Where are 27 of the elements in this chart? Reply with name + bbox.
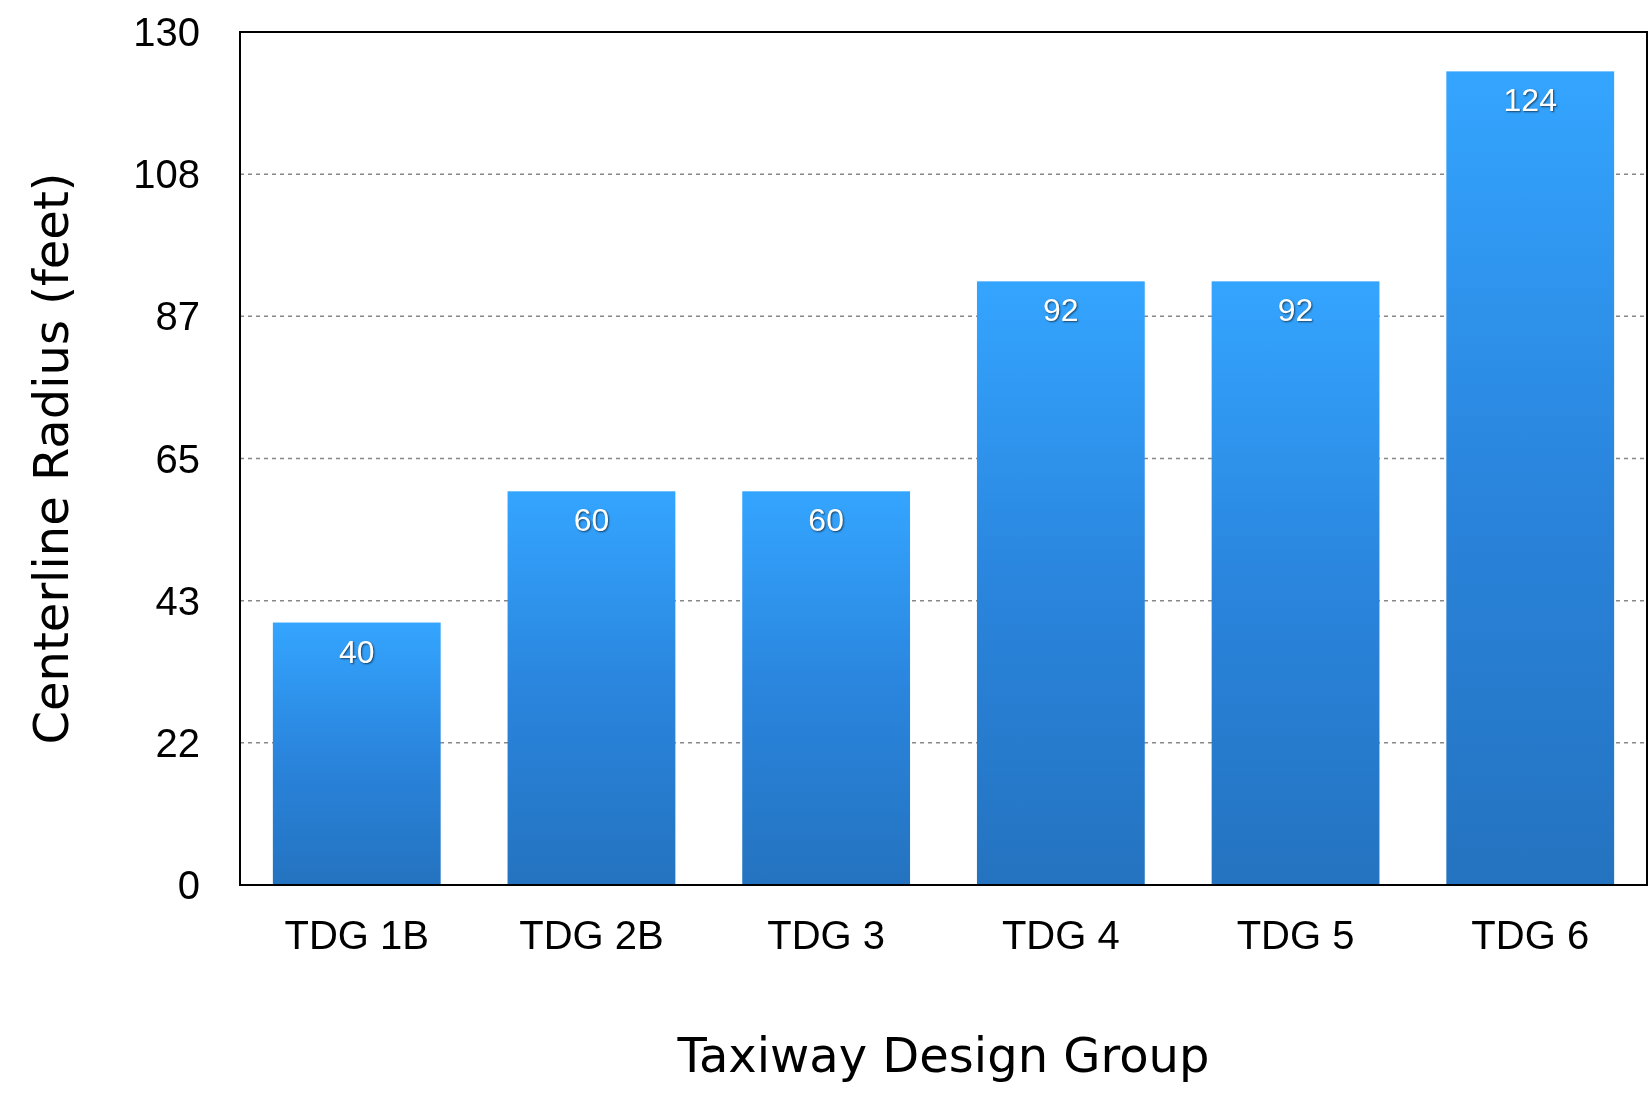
- y-tick-label: 108: [133, 152, 200, 197]
- data-label: 92: [1043, 292, 1079, 329]
- y-axis-title: Centerline Radius (feet): [23, 172, 79, 745]
- data-label: 60: [573, 502, 610, 539]
- data-label: 124: [1503, 82, 1557, 119]
- x-tick-label: TDG 1B: [284, 913, 429, 957]
- x-tick-label: TDG 2B: [519, 913, 664, 957]
- data-label: 40: [338, 633, 375, 670]
- y-tick-label: 0: [177, 863, 200, 907]
- bar: [742, 491, 911, 885]
- y-tick-label: 43: [155, 578, 200, 623]
- y-tick-label: 130: [133, 10, 200, 54]
- y-tick-label: 22: [155, 720, 200, 765]
- bar: [1211, 281, 1380, 885]
- x-tick-label: TDG 5: [1236, 913, 1355, 957]
- data-label: 60: [808, 502, 844, 539]
- x-tick-label: TDG 6: [1471, 913, 1590, 957]
- x-tick-label: TDG 4: [1001, 913, 1120, 957]
- bar: [507, 491, 676, 885]
- x-axis-title: Taxiway Design Group: [676, 1027, 1210, 1083]
- bar: [1446, 71, 1615, 885]
- x-tick-label: TDG 3: [767, 913, 886, 957]
- y-tick-label: 87: [155, 294, 200, 339]
- bar: [272, 622, 441, 885]
- bar: [976, 281, 1145, 885]
- data-label: 92: [1277, 292, 1314, 329]
- y-tick-label: 65: [155, 436, 200, 481]
